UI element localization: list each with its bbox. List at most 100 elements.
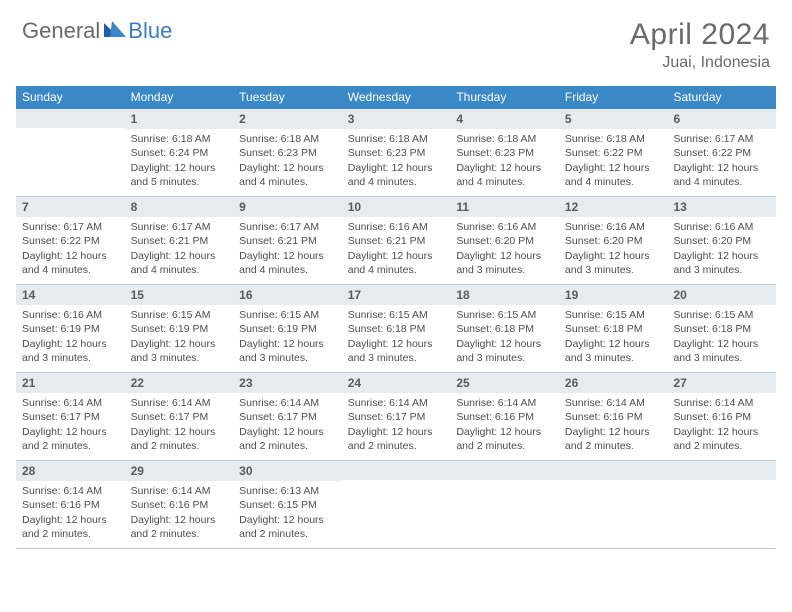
day-cell: 13Sunrise: 6:16 AMSunset: 6:20 PMDayligh…: [667, 197, 776, 284]
day-line: and 4 minutes.: [673, 175, 770, 189]
day-cell: 28Sunrise: 6:14 AMSunset: 6:16 PMDayligh…: [16, 461, 125, 548]
day-line: and 3 minutes.: [673, 351, 770, 365]
day-number: [559, 461, 668, 480]
day-cell: 10Sunrise: 6:16 AMSunset: 6:21 PMDayligh…: [342, 197, 451, 284]
day-line: and 2 minutes.: [456, 439, 553, 453]
day-cell: 27Sunrise: 6:14 AMSunset: 6:16 PMDayligh…: [667, 373, 776, 460]
day-number: [16, 109, 125, 128]
day-cell: 30Sunrise: 6:13 AMSunset: 6:15 PMDayligh…: [233, 461, 342, 548]
day-line: Sunset: 6:17 PM: [348, 410, 445, 424]
day-line: and 3 minutes.: [239, 351, 336, 365]
day-line: Sunset: 6:24 PM: [131, 146, 228, 160]
day-body: Sunrise: 6:15 AMSunset: 6:19 PMDaylight:…: [125, 305, 234, 366]
day-body: Sunrise: 6:18 AMSunset: 6:23 PMDaylight:…: [450, 129, 559, 190]
day-number: 5: [559, 109, 668, 129]
day-line: Sunrise: 6:18 AM: [131, 132, 228, 146]
day-number: 13: [667, 197, 776, 217]
day-cell: 14Sunrise: 6:16 AMSunset: 6:19 PMDayligh…: [16, 285, 125, 372]
day-number: 30: [233, 461, 342, 481]
title-block: April 2024 Juai, Indonesia: [630, 18, 770, 72]
day-line: Sunset: 6:23 PM: [456, 146, 553, 160]
day-line: and 3 minutes.: [131, 351, 228, 365]
day-line: Sunset: 6:15 PM: [239, 498, 336, 512]
day-line: Sunset: 6:23 PM: [348, 146, 445, 160]
day-line: and 4 minutes.: [131, 263, 228, 277]
day-cell: 17Sunrise: 6:15 AMSunset: 6:18 PMDayligh…: [342, 285, 451, 372]
day-line: and 2 minutes.: [22, 439, 119, 453]
weekday-header: Sunday: [16, 86, 125, 109]
logo-triangle-icon: [104, 21, 126, 42]
day-line: Sunrise: 6:15 AM: [131, 308, 228, 322]
day-line: Sunset: 6:19 PM: [22, 322, 119, 336]
day-body: Sunrise: 6:17 AMSunset: 6:21 PMDaylight:…: [233, 217, 342, 278]
day-line: Sunrise: 6:18 AM: [239, 132, 336, 146]
day-cell: 16Sunrise: 6:15 AMSunset: 6:19 PMDayligh…: [233, 285, 342, 372]
day-line: Sunset: 6:21 PM: [239, 234, 336, 248]
week-row: 14Sunrise: 6:16 AMSunset: 6:19 PMDayligh…: [16, 285, 776, 373]
logo-text-general: General: [22, 18, 100, 44]
day-line: Sunrise: 6:18 AM: [565, 132, 662, 146]
day-body: Sunrise: 6:15 AMSunset: 6:18 PMDaylight:…: [559, 305, 668, 366]
weeks-container: 1Sunrise: 6:18 AMSunset: 6:24 PMDaylight…: [16, 109, 776, 549]
day-number: 23: [233, 373, 342, 393]
day-line: Sunrise: 6:14 AM: [131, 396, 228, 410]
weekday-header-row: Sunday Monday Tuesday Wednesday Thursday…: [16, 86, 776, 109]
day-number: 27: [667, 373, 776, 393]
day-body: Sunrise: 6:17 AMSunset: 6:21 PMDaylight:…: [125, 217, 234, 278]
day-line: Daylight: 12 hours: [565, 337, 662, 351]
day-body: Sunrise: 6:16 AMSunset: 6:21 PMDaylight:…: [342, 217, 451, 278]
day-number: 28: [16, 461, 125, 481]
day-line: Daylight: 12 hours: [239, 425, 336, 439]
day-line: Sunrise: 6:14 AM: [673, 396, 770, 410]
day-line: Sunrise: 6:14 AM: [456, 396, 553, 410]
day-cell: 1Sunrise: 6:18 AMSunset: 6:24 PMDaylight…: [125, 109, 234, 196]
day-line: Sunset: 6:18 PM: [348, 322, 445, 336]
day-line: Sunrise: 6:18 AM: [456, 132, 553, 146]
logo: General Blue: [22, 18, 172, 44]
day-line: Daylight: 12 hours: [348, 425, 445, 439]
day-cell: 26Sunrise: 6:14 AMSunset: 6:16 PMDayligh…: [559, 373, 668, 460]
day-line: Sunrise: 6:15 AM: [456, 308, 553, 322]
day-number: 6: [667, 109, 776, 129]
day-body: Sunrise: 6:15 AMSunset: 6:18 PMDaylight:…: [667, 305, 776, 366]
day-cell: 11Sunrise: 6:16 AMSunset: 6:20 PMDayligh…: [450, 197, 559, 284]
day-line: Daylight: 12 hours: [456, 425, 553, 439]
day-line: Daylight: 12 hours: [131, 249, 228, 263]
day-body: Sunrise: 6:14 AMSunset: 6:16 PMDaylight:…: [125, 481, 234, 542]
day-line: Sunset: 6:22 PM: [673, 146, 770, 160]
day-cell: 2Sunrise: 6:18 AMSunset: 6:23 PMDaylight…: [233, 109, 342, 196]
day-number: 2: [233, 109, 342, 129]
day-body: Sunrise: 6:18 AMSunset: 6:23 PMDaylight:…: [342, 129, 451, 190]
day-body: Sunrise: 6:18 AMSunset: 6:22 PMDaylight:…: [559, 129, 668, 190]
day-number: 24: [342, 373, 451, 393]
day-cell: [450, 461, 559, 548]
day-line: Sunrise: 6:13 AM: [239, 484, 336, 498]
day-line: and 5 minutes.: [131, 175, 228, 189]
day-number: 25: [450, 373, 559, 393]
day-line: Daylight: 12 hours: [348, 249, 445, 263]
day-line: Daylight: 12 hours: [673, 249, 770, 263]
weekday-header: Monday: [125, 86, 234, 109]
day-line: Sunrise: 6:16 AM: [348, 220, 445, 234]
day-number: [450, 461, 559, 480]
day-line: Sunset: 6:21 PM: [348, 234, 445, 248]
day-line: Sunset: 6:20 PM: [565, 234, 662, 248]
day-line: and 3 minutes.: [673, 263, 770, 277]
day-line: and 4 minutes.: [456, 175, 553, 189]
day-number: 16: [233, 285, 342, 305]
day-line: and 2 minutes.: [239, 527, 336, 541]
day-line: Sunrise: 6:17 AM: [673, 132, 770, 146]
day-number: 8: [125, 197, 234, 217]
day-line: Sunset: 6:18 PM: [565, 322, 662, 336]
day-line: Sunrise: 6:14 AM: [565, 396, 662, 410]
day-body: Sunrise: 6:17 AMSunset: 6:22 PMDaylight:…: [16, 217, 125, 278]
day-line: Daylight: 12 hours: [456, 337, 553, 351]
day-number: 26: [559, 373, 668, 393]
day-line: Sunset: 6:19 PM: [239, 322, 336, 336]
day-line: Daylight: 12 hours: [22, 513, 119, 527]
week-row: 1Sunrise: 6:18 AMSunset: 6:24 PMDaylight…: [16, 109, 776, 197]
day-line: Sunrise: 6:18 AM: [348, 132, 445, 146]
day-line: and 2 minutes.: [22, 527, 119, 541]
logo-text-blue: Blue: [128, 18, 172, 44]
day-line: Sunset: 6:16 PM: [22, 498, 119, 512]
